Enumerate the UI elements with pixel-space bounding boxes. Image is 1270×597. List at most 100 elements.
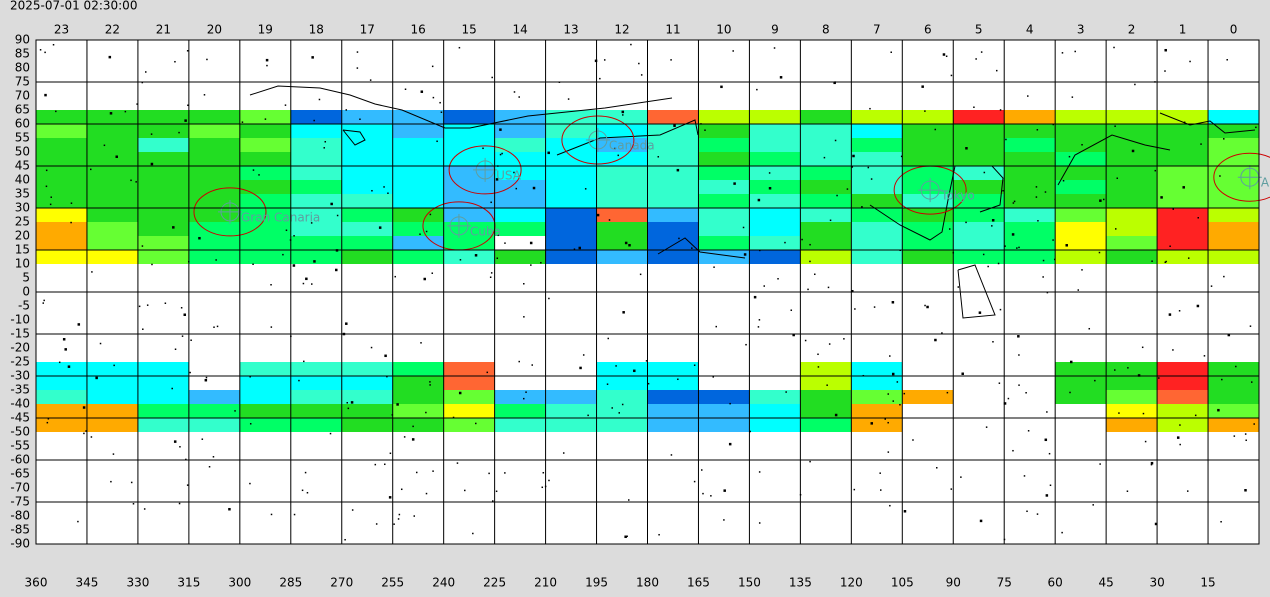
star [829,219,832,222]
heatmap-cell [647,236,699,250]
star [1004,245,1006,247]
x-tick-label: 60 [1048,576,1063,590]
star [472,532,474,535]
heatmap-cell [749,180,801,194]
heatmap-cell [36,152,87,166]
heatmap-cell [851,376,903,390]
star [1018,354,1020,356]
heatmap-cell [494,390,546,404]
heatmap-cell [647,418,699,432]
heatmap-cell [392,418,444,432]
heatmap-cell [1106,152,1158,166]
y-tick-label: 70 [15,89,30,103]
heatmap-cell [545,236,597,250]
heatmap-cell [290,166,342,180]
heatmap-cell [86,110,138,124]
star [1134,83,1136,86]
heatmap-cell [1106,180,1158,194]
star [474,254,478,257]
star [384,354,387,358]
star [174,348,177,351]
star [978,311,982,314]
star [677,378,679,381]
heatmap-cell [1208,236,1259,250]
star [496,257,499,259]
heatmap-cell [341,166,393,180]
heatmap-cell [1208,362,1259,376]
heatmap-cell [800,222,852,236]
hour-label: 6 [924,23,932,37]
heatmap-cell [1157,418,1209,432]
star [187,104,189,107]
star [869,107,871,110]
star [67,365,71,368]
star [215,259,217,261]
star [136,103,138,105]
star [1250,381,1253,383]
heatmap-cell [137,166,189,180]
heatmap-cell [902,152,954,166]
star [135,181,137,183]
heatmap-cell [341,152,393,166]
heatmap-cell [545,110,597,124]
star [621,403,624,406]
hour-label: 11 [665,23,680,37]
heatmap-cell [1055,362,1107,376]
star [171,387,173,390]
heatmap-cell [647,222,699,236]
star [1255,126,1257,129]
star [851,289,854,293]
star [960,476,962,478]
star [298,379,300,382]
heatmap-cell [494,180,546,194]
star [452,416,455,419]
star [142,328,144,330]
heatmap-cell [86,180,138,194]
star [900,155,903,158]
star [203,94,206,96]
heatmap-cell [188,236,240,250]
star [397,518,400,520]
hour-label: 16 [411,23,426,37]
plot-border [35,39,1260,545]
star [270,283,272,286]
star [1044,191,1047,193]
heatmap-cell [494,404,546,418]
star [633,369,636,373]
star [912,439,914,441]
star [1137,374,1141,377]
star [356,67,359,69]
star [513,91,516,93]
place-label: Gran Canaria [241,210,320,224]
heatmap-cell [698,138,750,152]
star [311,56,314,59]
star [241,121,244,123]
heatmap-cell [290,376,342,390]
star [1210,285,1213,287]
star [420,90,424,93]
star [388,496,392,499]
star [628,499,630,501]
star [513,171,515,174]
star [965,221,967,224]
star [658,533,660,536]
heatmap-cell [341,194,393,208]
heatmap-cell [36,194,87,208]
heatmap-cell [1106,138,1158,152]
y-tick-label: 10 [15,257,30,271]
star [768,172,771,174]
star [130,179,132,182]
star [49,203,52,206]
star [1018,246,1020,249]
star [228,507,231,511]
y-tick-label: 65 [15,103,30,117]
star [873,306,876,308]
heatmap-cell [36,138,87,152]
y-tick-label: -40 [10,397,30,411]
heatmap-cell [1106,208,1158,222]
heatmap-cell [341,390,393,404]
star [1005,138,1007,141]
star [814,273,816,276]
star [1164,261,1167,264]
heatmap-cell [494,166,546,180]
